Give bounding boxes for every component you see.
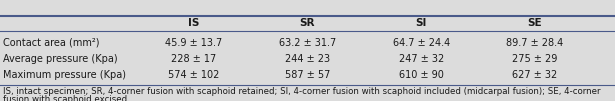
Text: SI: SI — [416, 18, 427, 28]
Text: 45.9 ± 13.7: 45.9 ± 13.7 — [165, 38, 223, 48]
Text: 247 ± 32: 247 ± 32 — [399, 54, 444, 64]
Text: IS, intact specimen; SR, 4-corner fusion with scaphoid retained; SI, 4-corner fu: IS, intact specimen; SR, 4-corner fusion… — [3, 87, 601, 96]
Text: IS: IS — [188, 18, 199, 28]
Text: 244 ± 23: 244 ± 23 — [285, 54, 330, 64]
Text: fusion with scaphoid excised.: fusion with scaphoid excised. — [3, 95, 130, 101]
Text: 610 ± 90: 610 ± 90 — [399, 70, 443, 80]
Text: SE: SE — [528, 18, 542, 28]
Text: 228 ± 17: 228 ± 17 — [171, 54, 216, 64]
Text: 587 ± 57: 587 ± 57 — [285, 70, 330, 80]
Text: 574 ± 102: 574 ± 102 — [168, 70, 220, 80]
Text: Maximum pressure (Kpa): Maximum pressure (Kpa) — [3, 70, 126, 80]
Text: 275 ± 29: 275 ± 29 — [512, 54, 558, 64]
Text: 89.7 ± 28.4: 89.7 ± 28.4 — [506, 38, 564, 48]
Text: 64.7 ± 24.4: 64.7 ± 24.4 — [392, 38, 450, 48]
Text: 63.2 ± 31.7: 63.2 ± 31.7 — [279, 38, 336, 48]
Text: SR: SR — [300, 18, 315, 28]
Text: 627 ± 32: 627 ± 32 — [512, 70, 558, 80]
Text: Average pressure (Kpa): Average pressure (Kpa) — [3, 54, 117, 64]
Text: Contact area (mm²): Contact area (mm²) — [3, 38, 100, 48]
